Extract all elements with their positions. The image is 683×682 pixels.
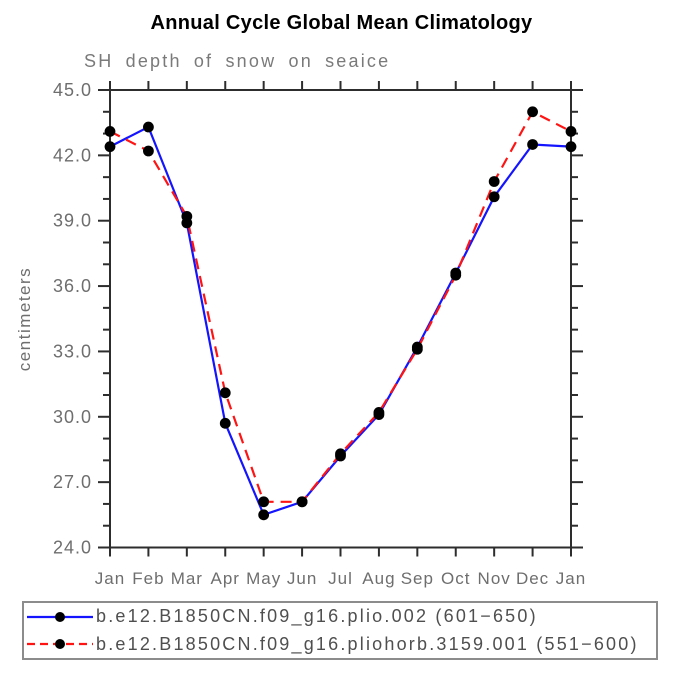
legend-item-1: b.e12.B1850CN.f09_g16.pliohorb.3159.001 …: [24, 631, 656, 659]
y-tick-label: 36.0: [53, 276, 92, 296]
legend-marker-icon: [55, 639, 65, 650]
chart-title: Annual Cycle Global Mean Climatology: [150, 12, 533, 34]
legend-marker-icon: [55, 611, 65, 622]
data-point-marker: [335, 448, 346, 460]
legend-item-0: b.e12.B1850CN.f09_g16.plio.002 (601−650): [24, 603, 656, 631]
x-tick-label: Oct: [441, 569, 470, 588]
legend-label: b.e12.B1850CN.f09_g16.plio.002 (601−650): [96, 606, 538, 627]
x-tick-label: May: [246, 569, 281, 588]
x-tick-label: Aug: [362, 569, 395, 588]
x-tick-label: Feb: [132, 569, 164, 588]
data-point-marker: [565, 125, 577, 137]
data-point-marker: [104, 141, 116, 153]
data-point-marker: [488, 176, 500, 187]
legend-line-sample: [27, 611, 93, 622]
data-point-marker: [527, 139, 538, 150]
y-tick-label: 45.0: [53, 80, 92, 100]
y-tick-label: 39.0: [53, 211, 92, 231]
y-tick-label: 33.0: [53, 341, 92, 361]
data-point-marker: [104, 125, 116, 137]
x-tick-label: Mar: [171, 569, 203, 588]
data-point-marker: [219, 417, 231, 429]
legend-label: b.e12.B1850CN.f09_g16.pliohorb.3159.001 …: [96, 633, 639, 654]
series-line-1: [109, 110, 572, 503]
legend-line-sample: [27, 639, 93, 650]
data-point-marker: [258, 496, 270, 508]
data-point-marker: [373, 407, 385, 418]
x-tick-label: Jul: [328, 569, 353, 588]
y-axis-label: centimeters: [15, 267, 34, 371]
data-point-marker: [219, 387, 231, 399]
y-tick-label: 30.0: [53, 407, 92, 427]
x-tick-label: Jun: [287, 569, 317, 588]
x-tick-label: Apr: [211, 569, 240, 588]
y-tick-label: 24.0: [53, 538, 92, 558]
legend: b.e12.B1850CN.f09_g16.plio.002 (601−650)…: [22, 601, 658, 660]
x-tick-label: Dec: [516, 569, 549, 588]
x-tick-label: Nov: [478, 569, 511, 588]
data-point-marker: [450, 269, 462, 281]
data-point-marker: [143, 121, 154, 133]
data-point-marker: [488, 191, 500, 203]
data-point-marker: [296, 496, 308, 508]
plot-frame: [109, 89, 572, 549]
data-point-marker: [411, 343, 423, 355]
x-tick-label: Jan: [556, 569, 586, 588]
data-point-marker: [181, 210, 193, 222]
data-point-marker: [143, 145, 154, 157]
y-tick-label: 27.0: [53, 472, 92, 492]
data-point-marker: [565, 141, 577, 153]
y-tick-label: 42.0: [53, 145, 92, 165]
data-point-marker: [258, 509, 270, 521]
data-point-marker: [527, 106, 538, 118]
x-tick-label: Jan: [95, 569, 125, 588]
x-tick-label: Sep: [401, 569, 434, 588]
chart-subtitle: SH depth of snow on seaice: [84, 51, 391, 71]
